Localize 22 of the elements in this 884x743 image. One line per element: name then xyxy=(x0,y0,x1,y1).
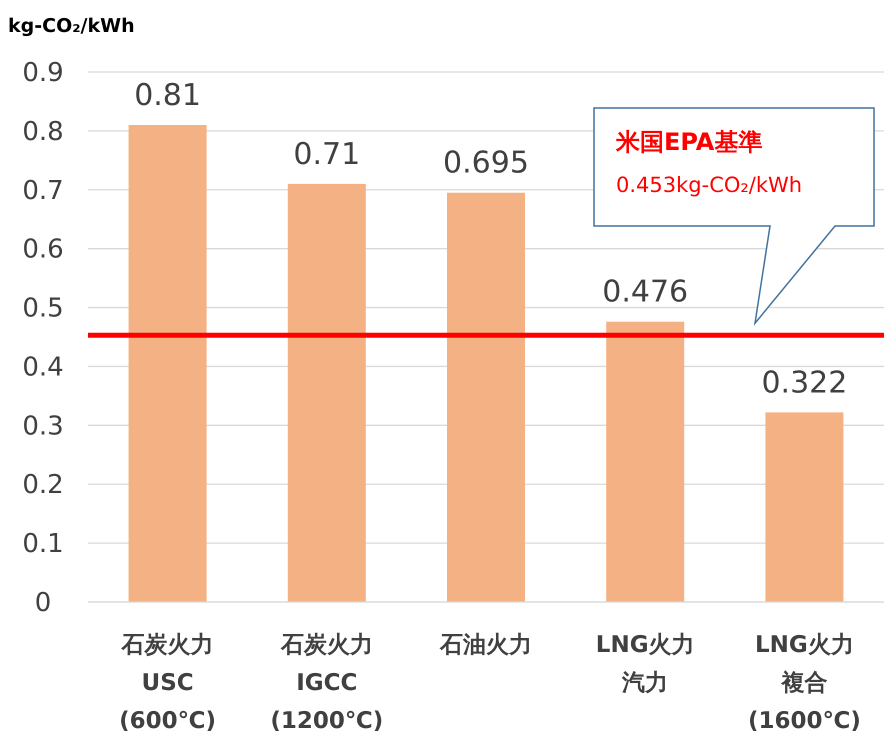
data-label: 0.322 xyxy=(761,365,848,400)
data-label: 0.695 xyxy=(443,146,529,181)
y-tick-label: 0.3 xyxy=(22,411,64,442)
y-axis-title: kg-CO₂/kWh xyxy=(8,15,135,37)
y-tick-label: 0.2 xyxy=(22,470,64,500)
x-tick-label: 石炭火力 USC (600℃) xyxy=(119,632,216,734)
x-tick-label: LNG火力汽力 xyxy=(596,632,695,696)
y-tick-label: 0.4 xyxy=(22,352,64,382)
x-tick-label: 石炭火力 IGCC (1200℃) xyxy=(270,632,384,734)
y-tick-label: 0.5 xyxy=(22,294,64,324)
x-tick-label: 石油火力 xyxy=(439,632,532,658)
data-label: 0.71 xyxy=(293,136,360,172)
x-tick-label: LNG火力複合 (1600℃) xyxy=(748,632,861,734)
y-tick-label: 0.7 xyxy=(22,176,64,206)
data-label: 0.476 xyxy=(602,274,688,310)
y-tick-label: 0.9 xyxy=(22,58,64,88)
y-tick-label: 0.6 xyxy=(22,234,64,265)
y-tick-label: 0.1 xyxy=(22,529,64,560)
data-label: 0.81 xyxy=(134,78,201,113)
y-tick-label: 0 xyxy=(34,588,52,618)
y-tick-label: 0.8 xyxy=(22,116,64,147)
ref-line-label: 米国EPA基準 0.453kg-CO₂/kWh xyxy=(615,128,802,197)
